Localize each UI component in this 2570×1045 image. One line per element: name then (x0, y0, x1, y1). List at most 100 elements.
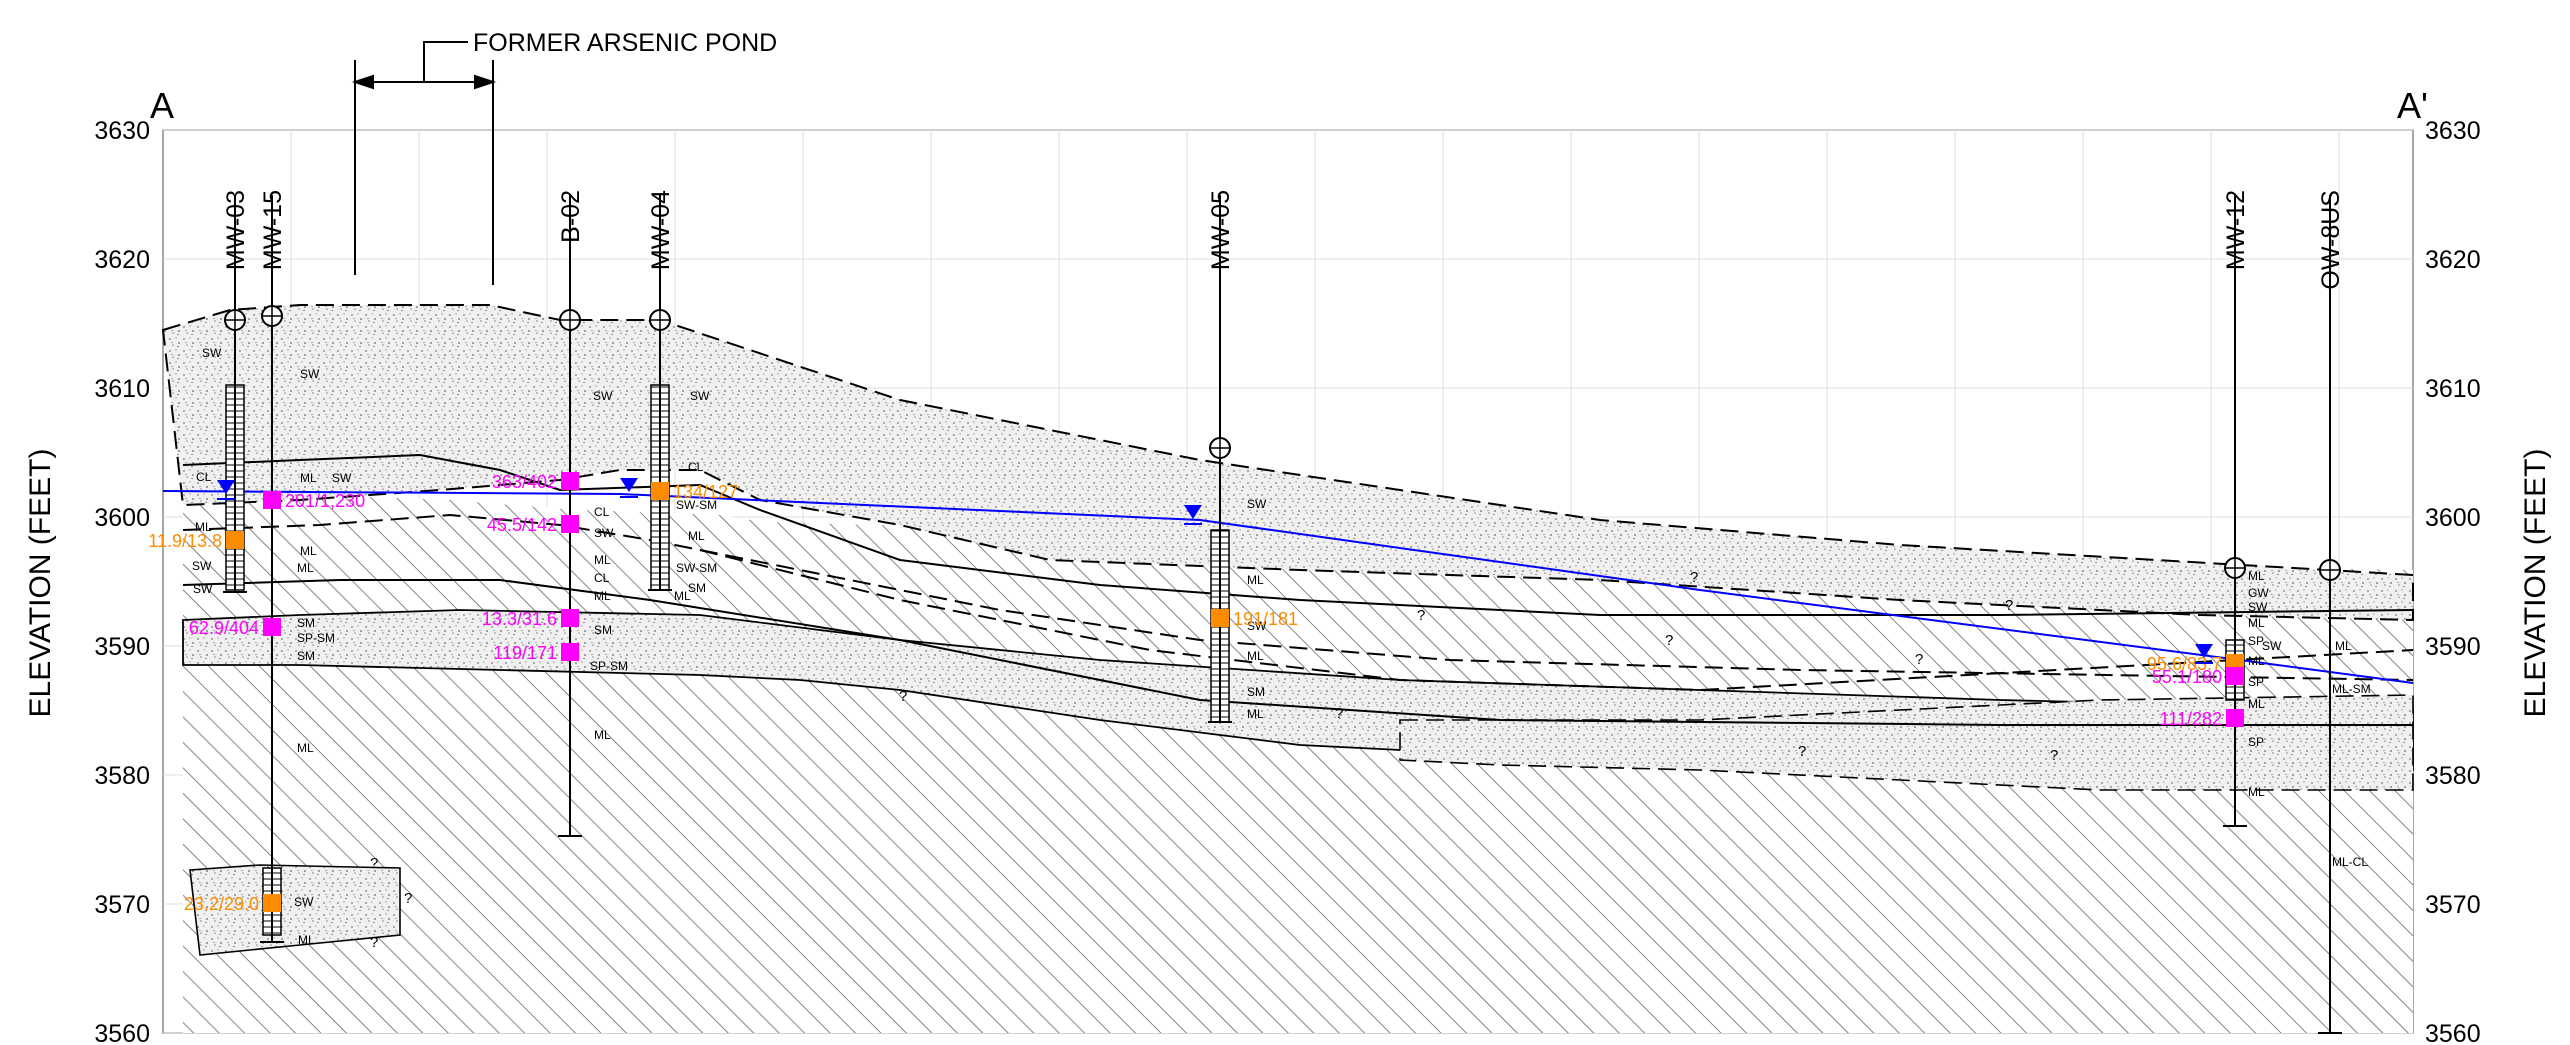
sample-label: 11.9/13.8 (148, 531, 222, 551)
question-mark-icon: ? (404, 890, 412, 907)
y-tick-label-left: 3560 (94, 1020, 150, 1045)
soil-labels: SWSWCLMLSWSWMLSWMLMLSMSP-SMSMMLSWMLSWCLS… (192, 346, 2371, 947)
sample-marker (263, 894, 281, 912)
y-axis-right: 3630 3620 3610 3600 3590 3580 3570 3560 (2425, 117, 2481, 1045)
y-tick-label-left: 3630 (94, 117, 150, 145)
soil-label: ML (594, 553, 611, 567)
soil-label: SW (593, 389, 613, 403)
soil-label: ML-SM (2332, 682, 2371, 696)
sample-marker (651, 482, 669, 500)
well-name: MW-15 (259, 190, 287, 270)
soil-label: SM (594, 623, 612, 637)
soil-label: SW (192, 559, 212, 573)
soil-label: SW-SM (676, 498, 717, 512)
y-tick-label-right: 3560 (2425, 1020, 2481, 1045)
y-tick-label-left: 3610 (94, 375, 150, 403)
question-mark-icon: ? (1915, 651, 1923, 668)
well-name: MW-03 (222, 190, 250, 270)
soil-label: SP (2248, 735, 2264, 749)
soil-label: SW-SM (676, 561, 717, 575)
sample-marker (263, 618, 281, 636)
soil-label: ML (195, 520, 212, 534)
soil-label: ML (2248, 785, 2265, 799)
soil-label: SW (594, 526, 614, 540)
sample-marker (561, 643, 579, 661)
soil-label: SM (297, 649, 315, 663)
uncertain-contacts: ???????????? (370, 569, 2058, 951)
sample-label: 191/181 (1233, 609, 1298, 629)
samples: 201/1,230 11.9/13.8 62.9/404 23.2/29.0 363/4… (148, 472, 2244, 914)
y-tick-label-right: 3570 (2425, 891, 2481, 919)
water-table-line (162, 490, 2414, 684)
soil-label: ML (300, 471, 317, 485)
y-tick-label-right: 3590 (2425, 633, 2481, 661)
y-tick-label-right: 3620 (2425, 246, 2481, 274)
y-axis-title-right: ELEVATION (FEET) (2519, 449, 2552, 718)
soil-label: SW (300, 367, 320, 381)
sample-label: 13.3/31.6 (482, 609, 557, 629)
question-mark-icon: ? (370, 934, 378, 951)
soil-label: ML (2248, 654, 2265, 668)
soil-label: ML (1247, 707, 1264, 721)
soil-label: SW (2248, 600, 2268, 614)
sample-label: 23.2/29.0 (184, 894, 259, 914)
water-level-icon (217, 480, 235, 494)
soil-label: ML (2248, 616, 2265, 630)
pond-label: FORMER ARSENIC POND (473, 29, 777, 57)
y-tick-label-left: 3600 (94, 504, 150, 532)
sample-label: 201/1,230 (285, 491, 365, 511)
soil-label: ML (297, 741, 314, 755)
y-tick-label-right: 3580 (2425, 762, 2481, 790)
sample-label: 119/171 (493, 643, 557, 663)
sand-lens-right (1399, 694, 2414, 791)
soil-label: SP (2248, 634, 2264, 648)
soil-label: SW (294, 895, 314, 909)
water-level-icon (2195, 644, 2213, 658)
sample-marker (561, 609, 579, 627)
soil-label: GW (2248, 586, 2269, 600)
y-tick-label-right: 3630 (2425, 117, 2481, 145)
sample-marker (2226, 667, 2244, 685)
soil-label: SW (1247, 497, 1267, 511)
soil-label: ML (2248, 697, 2265, 711)
wells: MW-03 MW-15 B-02 MW-04 MW-05 MW-12 OW-8US (222, 190, 2345, 1034)
soil-label: ML (300, 544, 317, 558)
sample-marker (226, 531, 244, 549)
sample-label: 134/127 (673, 482, 738, 502)
well-name: MW-04 (647, 190, 675, 270)
soil-label: SW (193, 582, 213, 596)
y-tick-label-right: 3610 (2425, 375, 2481, 403)
soil-label: ML (2248, 569, 2265, 583)
soil-label: CL (688, 460, 704, 474)
question-mark-icon: ? (1690, 569, 1698, 586)
y-tick-label-left: 3570 (94, 891, 150, 919)
water-level-icon (1184, 505, 1202, 519)
silt-lens-upper (183, 505, 2413, 700)
sand-lens-deep (189, 864, 401, 956)
soil-label: SW (332, 471, 352, 485)
water-level-markers (217, 478, 2213, 664)
sample-label: 45.5/142 (487, 515, 557, 535)
sample-marker (263, 491, 281, 509)
soil-label: ML-CL (2332, 855, 2368, 869)
y-tick-label-left: 3620 (94, 246, 150, 274)
sample-marker (1211, 609, 1229, 627)
sample-label: 95.6/83.7 (2147, 654, 2222, 674)
question-mark-icon: ? (899, 688, 907, 705)
soil-label: SW (690, 389, 710, 403)
sample-label: 111/282 (2160, 709, 2222, 729)
y-axis-left: 3630 3620 3610 3600 3590 3580 3570 3560 (94, 117, 150, 1045)
water-level-icon (620, 478, 638, 492)
sample-label: 363/402 (492, 472, 557, 492)
question-mark-icon: ? (1417, 607, 1425, 624)
soil-label: ML (674, 589, 691, 603)
soil-label: ML (297, 561, 314, 575)
soil-label: SP-SM (590, 659, 628, 673)
sample-marker (561, 515, 579, 533)
soil-label: ML (688, 529, 705, 543)
soil-label: CL (594, 571, 610, 585)
well-name: B-02 (557, 190, 585, 243)
soil-label: SW (2262, 639, 2282, 653)
sample-marker (2226, 709, 2244, 727)
